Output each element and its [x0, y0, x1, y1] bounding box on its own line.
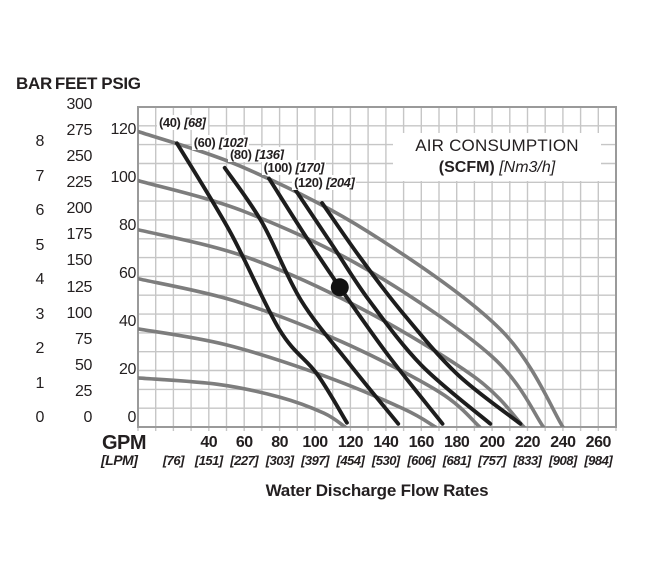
gpm-tick-label: 100: [302, 434, 328, 451]
psig-axis-value: 120: [110, 121, 137, 138]
nm3h-value: [204]: [326, 175, 355, 190]
nm3h-value: [136]: [255, 147, 284, 163]
gpm-tick-label: 120: [337, 434, 364, 451]
air-curve-120scfm: [320, 201, 523, 426]
scfm-value: (40): [158, 115, 181, 131]
psig-axis-header: PSIG: [101, 74, 141, 93]
bar-axis-value: 5: [35, 236, 45, 254]
air-curve-label-60: (60) [102]: [191, 134, 250, 150]
lpm-tick-label: [454]: [336, 453, 365, 468]
water-curve-20psig: [138, 376, 347, 427]
feet-axis-value: 0: [83, 408, 93, 426]
lpm-tick-label: [984]: [584, 453, 613, 468]
lpm-tick-label: [681]: [442, 453, 471, 468]
gpm-tick-label: 260: [585, 434, 612, 451]
feet-axis-header: FEET: [54, 74, 98, 93]
feet-axis-value: 25: [75, 382, 92, 400]
feet-axis-value: 225: [66, 174, 93, 192]
lpm-tick-label: [833]: [513, 453, 542, 468]
lpm-tick-label: [606]: [407, 453, 436, 468]
scfm-value: (80): [230, 147, 252, 163]
air-curve-label-80: (80) [136]: [228, 147, 286, 163]
scfm-value: (120): [294, 175, 323, 190]
lpm-tick-label: [908]: [548, 453, 577, 468]
gpm-tick-label: 200: [479, 434, 505, 451]
x-axis-title: Water Discharge Flow Rates: [265, 481, 489, 500]
lpm-tick-label: [76]: [162, 453, 185, 468]
air-consumption-legend: AIR CONSUMPTION (SCFM) [Nm3/h]: [393, 133, 601, 181]
feet-axis-value: 75: [75, 330, 92, 348]
lpm-tick-label: [397]: [301, 453, 329, 468]
feet-axis-value: 200: [66, 200, 93, 218]
feet-axis-value: 125: [66, 278, 93, 296]
water-curve-120psig: [138, 129, 565, 427]
psig-axis-value: 20: [119, 361, 136, 378]
bar-axis-value: 8: [35, 133, 45, 150]
gpm-tick-label: 180: [444, 434, 470, 451]
nm3h-unit-label: [Nm3/h]: [499, 159, 556, 176]
bar-axis-value: 1: [35, 374, 45, 392]
feet-axis-value: 150: [66, 252, 93, 270]
air-consumption-title: AIR CONSUMPTION: [415, 136, 579, 155]
water-curve-40psig: [138, 327, 438, 427]
air-curve-label-100: (100) [170]: [261, 160, 326, 176]
psig-axis-value: 80: [119, 217, 136, 234]
gpm-tick-label: 60: [235, 434, 253, 451]
feet-axis-value: 275: [66, 122, 93, 140]
lpm-tick-label: [227]: [230, 453, 259, 468]
lpm-tick-label: [530]: [371, 453, 400, 468]
feet-axis-value: 50: [75, 356, 92, 374]
scfm-unit-label: (SCFM): [438, 159, 495, 176]
water-curve-60psig: [138, 276, 482, 427]
feet-axis-value: 100: [66, 304, 93, 322]
air-curve-label-40: (40) [68]: [156, 115, 208, 131]
gpm-tick-label: 220: [514, 434, 541, 451]
bar-axis-value: 6: [35, 202, 45, 219]
scfm-value: (100): [263, 160, 293, 176]
air-curve-60scfm: [222, 165, 401, 426]
gpm-axis-header: GPM: [102, 432, 147, 454]
psig-axis-value: 0: [127, 409, 137, 426]
bar-axis-value: 3: [35, 305, 45, 323]
bar-axis-value: 0: [35, 409, 45, 426]
lpm-axis-header: [LPM]: [101, 452, 138, 468]
psig-axis-value: 60: [119, 265, 136, 282]
nm3h-value: [170]: [295, 160, 325, 176]
bar-axis-value: 2: [35, 340, 45, 357]
gpm-tick-label: 140: [373, 434, 399, 451]
gpm-tick-label: 160: [408, 434, 435, 451]
nm3h-value: [68]: [184, 115, 206, 131]
feet-axis-value: 300: [66, 96, 93, 113]
lpm-tick-label: [303]: [265, 453, 294, 468]
psig-axis-value: 100: [110, 169, 137, 186]
gpm-tick-label: 240: [550, 434, 576, 451]
lpm-tick-label: [757]: [478, 453, 506, 468]
nm3h-value: [102]: [218, 134, 248, 150]
feet-axis-value: 175: [66, 226, 93, 244]
gpm-tick-label: 80: [271, 434, 289, 451]
air-curve-label-120: (120) [204]: [292, 175, 357, 190]
water-curve-80psig: [138, 227, 526, 427]
lpm-tick-label: [151]: [194, 453, 223, 468]
feet-axis-value: 250: [66, 148, 93, 166]
gpm-tick-label: 40: [200, 434, 218, 451]
bar-axis-header: BAR: [16, 74, 52, 93]
plot-border: [137, 106, 617, 428]
bar-axis-value: 7: [35, 167, 45, 185]
scfm-value: (60): [193, 134, 216, 150]
air-curve-100scfm: [293, 188, 493, 426]
air-curve-40scfm: [174, 141, 349, 425]
operating-point-dot: [330, 278, 349, 297]
psig-axis-value: 40: [119, 313, 136, 330]
bar-axis-value: 4: [35, 271, 45, 288]
